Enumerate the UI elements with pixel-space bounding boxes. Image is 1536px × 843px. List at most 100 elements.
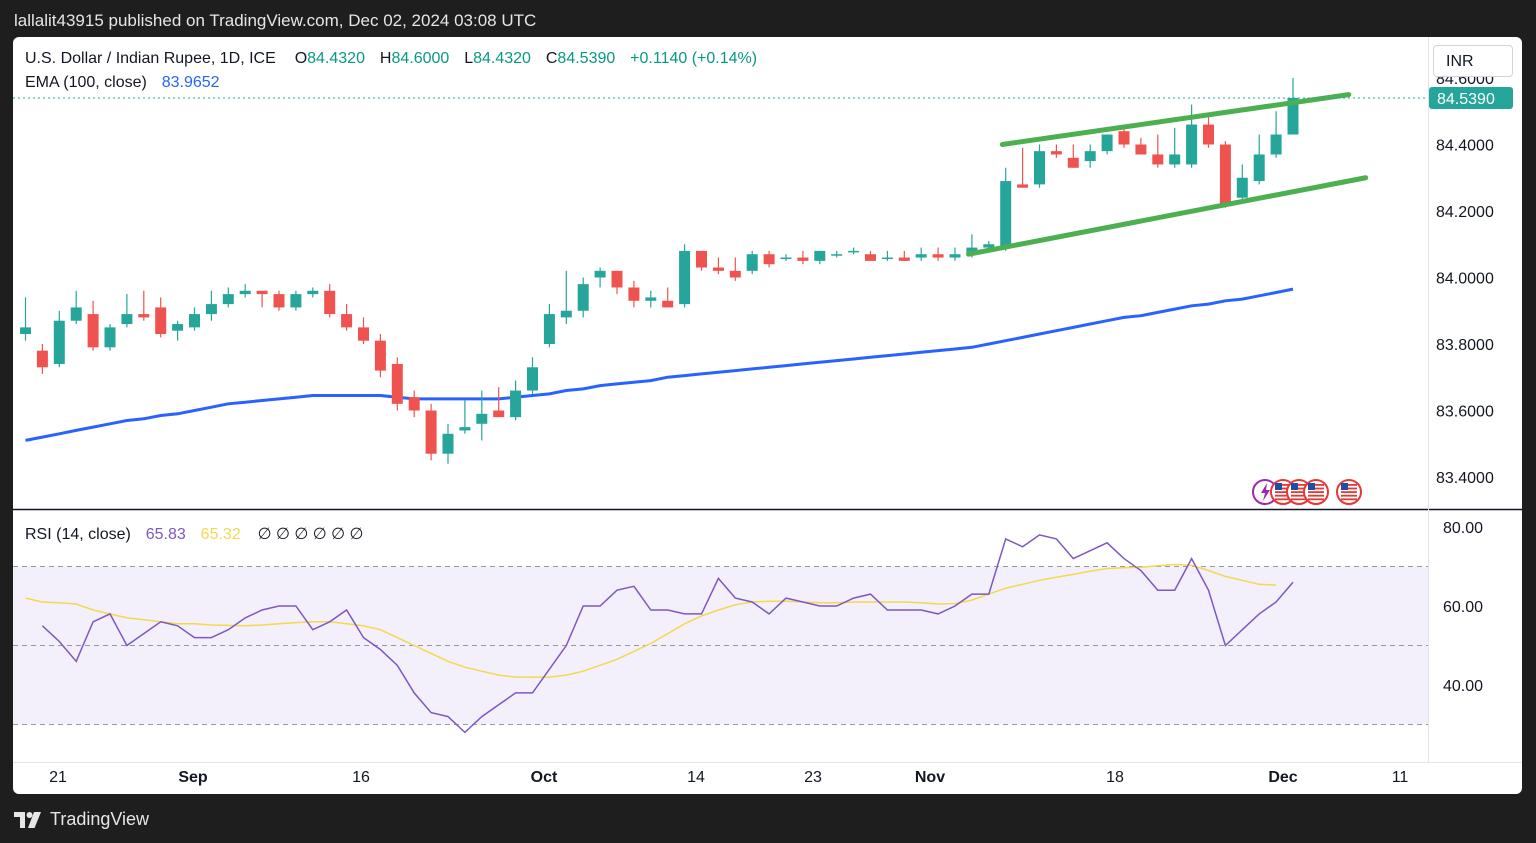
candle (425, 403, 437, 461)
rsi-line (41, 534, 1294, 734)
tradingview-logo[interactable]: TradingView (14, 809, 149, 830)
candle-body (780, 257, 792, 260)
time-tick-label: 11 (1392, 769, 1409, 786)
publisher-text: lallalit43915 published on TradingView.c… (14, 11, 537, 30)
last-price-tag (1429, 86, 1513, 109)
rsi-value: 65.83 (145, 526, 186, 543)
price-tick-label: 84.4000 (1436, 138, 1494, 155)
candle (1169, 127, 1181, 168)
candle-body (679, 250, 691, 305)
flag-stripe (1308, 491, 1324, 493)
candle-body (645, 297, 657, 301)
candle (949, 247, 961, 261)
candle (36, 344, 48, 374)
candle-body (20, 327, 31, 335)
time-tick-label: 14 (687, 769, 705, 786)
candle-body (1050, 151, 1062, 155)
candle (341, 304, 353, 331)
candle (1186, 104, 1198, 168)
chart-container[interactable]: 84.6000 84.4000 84.2000 84.0000 83.8000 83.60… (13, 37, 1522, 794)
rsi-legend: RSI (14, close) 65.83 65.32 ∅ ∅ ∅ ∅ ∅ ∅ (25, 524, 363, 544)
high-label: H (379, 50, 392, 67)
candle (780, 254, 792, 261)
chart-canvas[interactable]: 84.6000 84.4000 84.2000 84.0000 83.8000 83.60… (13, 37, 1522, 794)
flag-stripe (1275, 491, 1291, 493)
flag-stripe (1308, 494, 1324, 497)
candle (256, 290, 268, 308)
candle-body (746, 254, 758, 271)
candle (510, 380, 522, 421)
candle (915, 247, 927, 261)
candle-body (138, 314, 150, 318)
candle (20, 297, 31, 341)
rsi-extra-values: ∅ ∅ ∅ ∅ ∅ ∅ (257, 526, 364, 543)
candle (476, 390, 488, 441)
time-tick-label: 23 (804, 769, 822, 786)
candle-body (881, 257, 893, 260)
candle (712, 257, 724, 275)
rsi-ma-value: 65.32 (200, 526, 241, 543)
candle-body (256, 290, 268, 295)
candle-body (358, 327, 369, 341)
candle (898, 250, 910, 261)
candle (1152, 134, 1164, 168)
candle (87, 300, 99, 351)
candle-body (1135, 144, 1147, 155)
flag-canton (1308, 483, 1315, 490)
candle-body (391, 363, 403, 404)
candle-body (1203, 124, 1214, 145)
candle (408, 390, 420, 418)
symbol-title: U.S. Dollar / Indian Rupee, 1D, ICE (25, 50, 276, 67)
candle-body (324, 290, 336, 315)
flag-stripe (1341, 484, 1357, 486)
candle-body (848, 250, 860, 253)
flag-stripe (1308, 487, 1324, 490)
candle (1017, 147, 1029, 188)
candle (679, 244, 691, 308)
candle (848, 247, 860, 255)
candle-body (70, 307, 82, 321)
candle (374, 334, 386, 378)
price-tick-label: 83.8000 (1436, 337, 1494, 354)
candle-body (628, 287, 640, 301)
us-flag-icon (1336, 479, 1362, 505)
candle (1067, 144, 1079, 168)
candle-body (1017, 184, 1029, 188)
candle-body (932, 254, 944, 258)
candle (155, 297, 167, 338)
candle-body (1236, 177, 1248, 198)
candle-body (1101, 134, 1113, 152)
candle (290, 290, 302, 311)
rsi-tick-label: 80.00 (1443, 520, 1483, 537)
candle (763, 250, 775, 268)
candle (527, 357, 538, 394)
candle-body (442, 433, 454, 454)
price-tick-label: 83.4000 (1436, 470, 1494, 487)
time-tick-label: Dec (1268, 769, 1297, 786)
candle (324, 284, 336, 318)
flag-stripe (1275, 487, 1291, 490)
candle (493, 387, 505, 418)
candle (239, 284, 251, 298)
candle-body (239, 290, 251, 295)
flag-stripe (1341, 498, 1357, 501)
rsi-label: RSI (14, close) (25, 526, 131, 543)
candle-body (290, 294, 302, 308)
high-value: 84.6000 (391, 50, 450, 67)
time-tick-label: Nov (915, 769, 945, 786)
candle-body (374, 340, 386, 371)
currency-button[interactable]: INR (1433, 45, 1513, 77)
flag-stripe (1308, 498, 1324, 501)
time-tick-label: 21 (49, 769, 67, 786)
candle-body (797, 257, 809, 261)
candle-body (712, 267, 724, 271)
time-tick-label: 18 (1106, 769, 1124, 786)
candle (932, 247, 944, 261)
candle (104, 324, 116, 351)
flag-stripe (1341, 494, 1357, 497)
flag-stripe (1275, 498, 1291, 501)
candle (1236, 164, 1248, 202)
open-label: O (294, 50, 308, 67)
low-value: 84.4320 (473, 50, 531, 67)
open-value: 84.4320 (307, 50, 365, 67)
